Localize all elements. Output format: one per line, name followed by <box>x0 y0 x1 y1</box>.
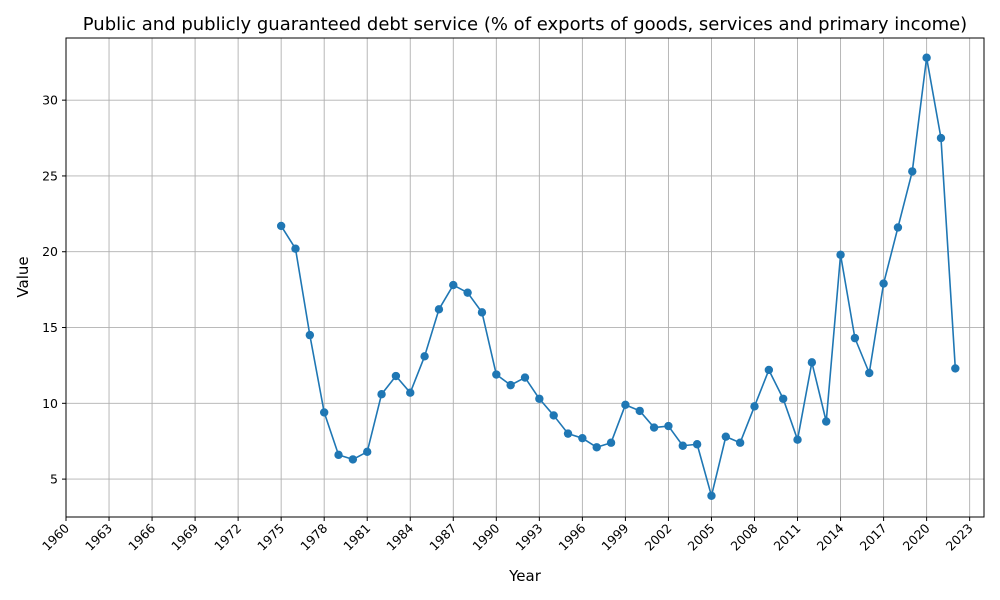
data-point <box>850 333 860 343</box>
y-tick-label: 20 <box>42 244 58 259</box>
data-point <box>735 438 745 447</box>
y-axis-ticks: 5 10 15 20 25 30 <box>42 93 66 487</box>
data-point <box>406 388 415 397</box>
data-point <box>449 280 458 290</box>
data-point <box>276 221 286 231</box>
y-tick-label: 25 <box>42 168 58 183</box>
grid-lines <box>65 38 984 517</box>
data-point <box>434 305 444 314</box>
data-point <box>377 390 386 399</box>
data-point <box>793 435 802 444</box>
y-tick-label: 5 <box>50 472 58 487</box>
data-point <box>936 133 946 143</box>
y-tick-label: 10 <box>42 396 58 411</box>
data-point <box>893 223 903 232</box>
data-point <box>836 250 845 259</box>
data-point <box>319 408 329 417</box>
data-point <box>951 364 960 373</box>
data-point <box>606 438 616 447</box>
data-point <box>506 380 515 390</box>
data-point <box>865 368 874 378</box>
plot-frame <box>65 37 985 518</box>
data-point <box>520 373 530 382</box>
data-point <box>549 411 558 420</box>
data-point <box>778 394 788 403</box>
data-point <box>879 279 888 288</box>
data-point <box>578 433 587 443</box>
y-tick-label: 15 <box>42 320 58 335</box>
data-point <box>291 244 300 253</box>
data-point <box>305 330 315 340</box>
data-point <box>764 365 774 375</box>
data-point <box>678 441 687 450</box>
data-point <box>348 455 358 464</box>
x-axis-label: Year <box>508 567 542 585</box>
y-tick-label: 30 <box>42 93 58 108</box>
data-point <box>477 308 487 317</box>
data-point <box>822 417 831 426</box>
data-point <box>692 440 702 449</box>
data-point <box>649 423 659 432</box>
data-point <box>707 491 716 500</box>
data-point <box>664 421 673 431</box>
data-point <box>363 447 372 457</box>
data-point <box>563 429 573 438</box>
data-point <box>908 167 917 176</box>
data-point <box>463 288 472 297</box>
data-point <box>807 358 817 367</box>
data-point <box>535 394 544 403</box>
data-point <box>420 352 429 361</box>
data-point <box>592 443 601 452</box>
y-axis-label: Value <box>14 256 32 297</box>
data-point <box>721 432 731 441</box>
data-point <box>635 406 644 416</box>
data-series <box>276 53 960 500</box>
data-point <box>334 450 343 460</box>
data-point <box>492 370 501 379</box>
data-point <box>750 402 759 411</box>
data-point <box>391 371 401 381</box>
chart-title: Public and publicly guaranteed debt serv… <box>83 14 967 35</box>
data-point <box>922 53 931 62</box>
data-point <box>621 400 630 410</box>
